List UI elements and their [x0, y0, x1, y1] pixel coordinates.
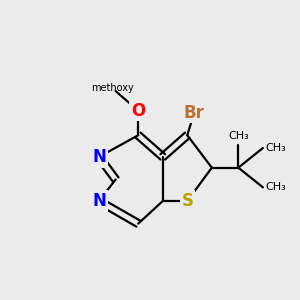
Text: CH₃: CH₃: [266, 182, 286, 192]
Text: S: S: [181, 192, 193, 210]
Text: methoxy: methoxy: [91, 83, 134, 93]
Text: N: N: [92, 148, 106, 166]
Text: Br: Br: [184, 104, 205, 122]
Text: CH₃: CH₃: [228, 131, 249, 141]
Text: O: O: [131, 102, 145, 120]
Text: N: N: [92, 192, 106, 210]
Text: CH₃: CH₃: [266, 143, 286, 153]
